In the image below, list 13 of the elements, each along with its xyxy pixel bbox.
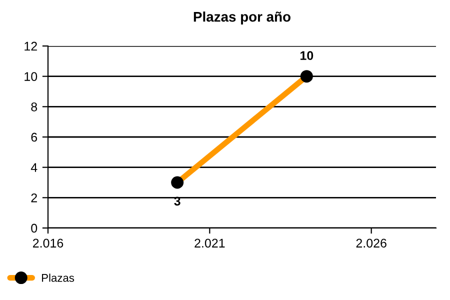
- y-tick-label: 8: [31, 102, 38, 112]
- chart-title: Plazas por año: [194, 12, 290, 24]
- legend-label: Plazas: [42, 274, 74, 282]
- y-tick-label: 12: [24, 42, 37, 51]
- y-tick-label: 10: [24, 72, 38, 81]
- y-tick-label: 6: [31, 132, 38, 142]
- x-tick-label: 2.021: [194, 238, 225, 248]
- data-label: 10: [300, 51, 314, 60]
- y-tick-label: 0: [31, 224, 38, 233]
- x-tick-label: 2.026: [356, 238, 386, 248]
- y-tick-label: 4: [30, 163, 38, 172]
- y-tick-label: 2: [31, 193, 37, 202]
- x-tick-label: 2.016: [32, 238, 64, 248]
